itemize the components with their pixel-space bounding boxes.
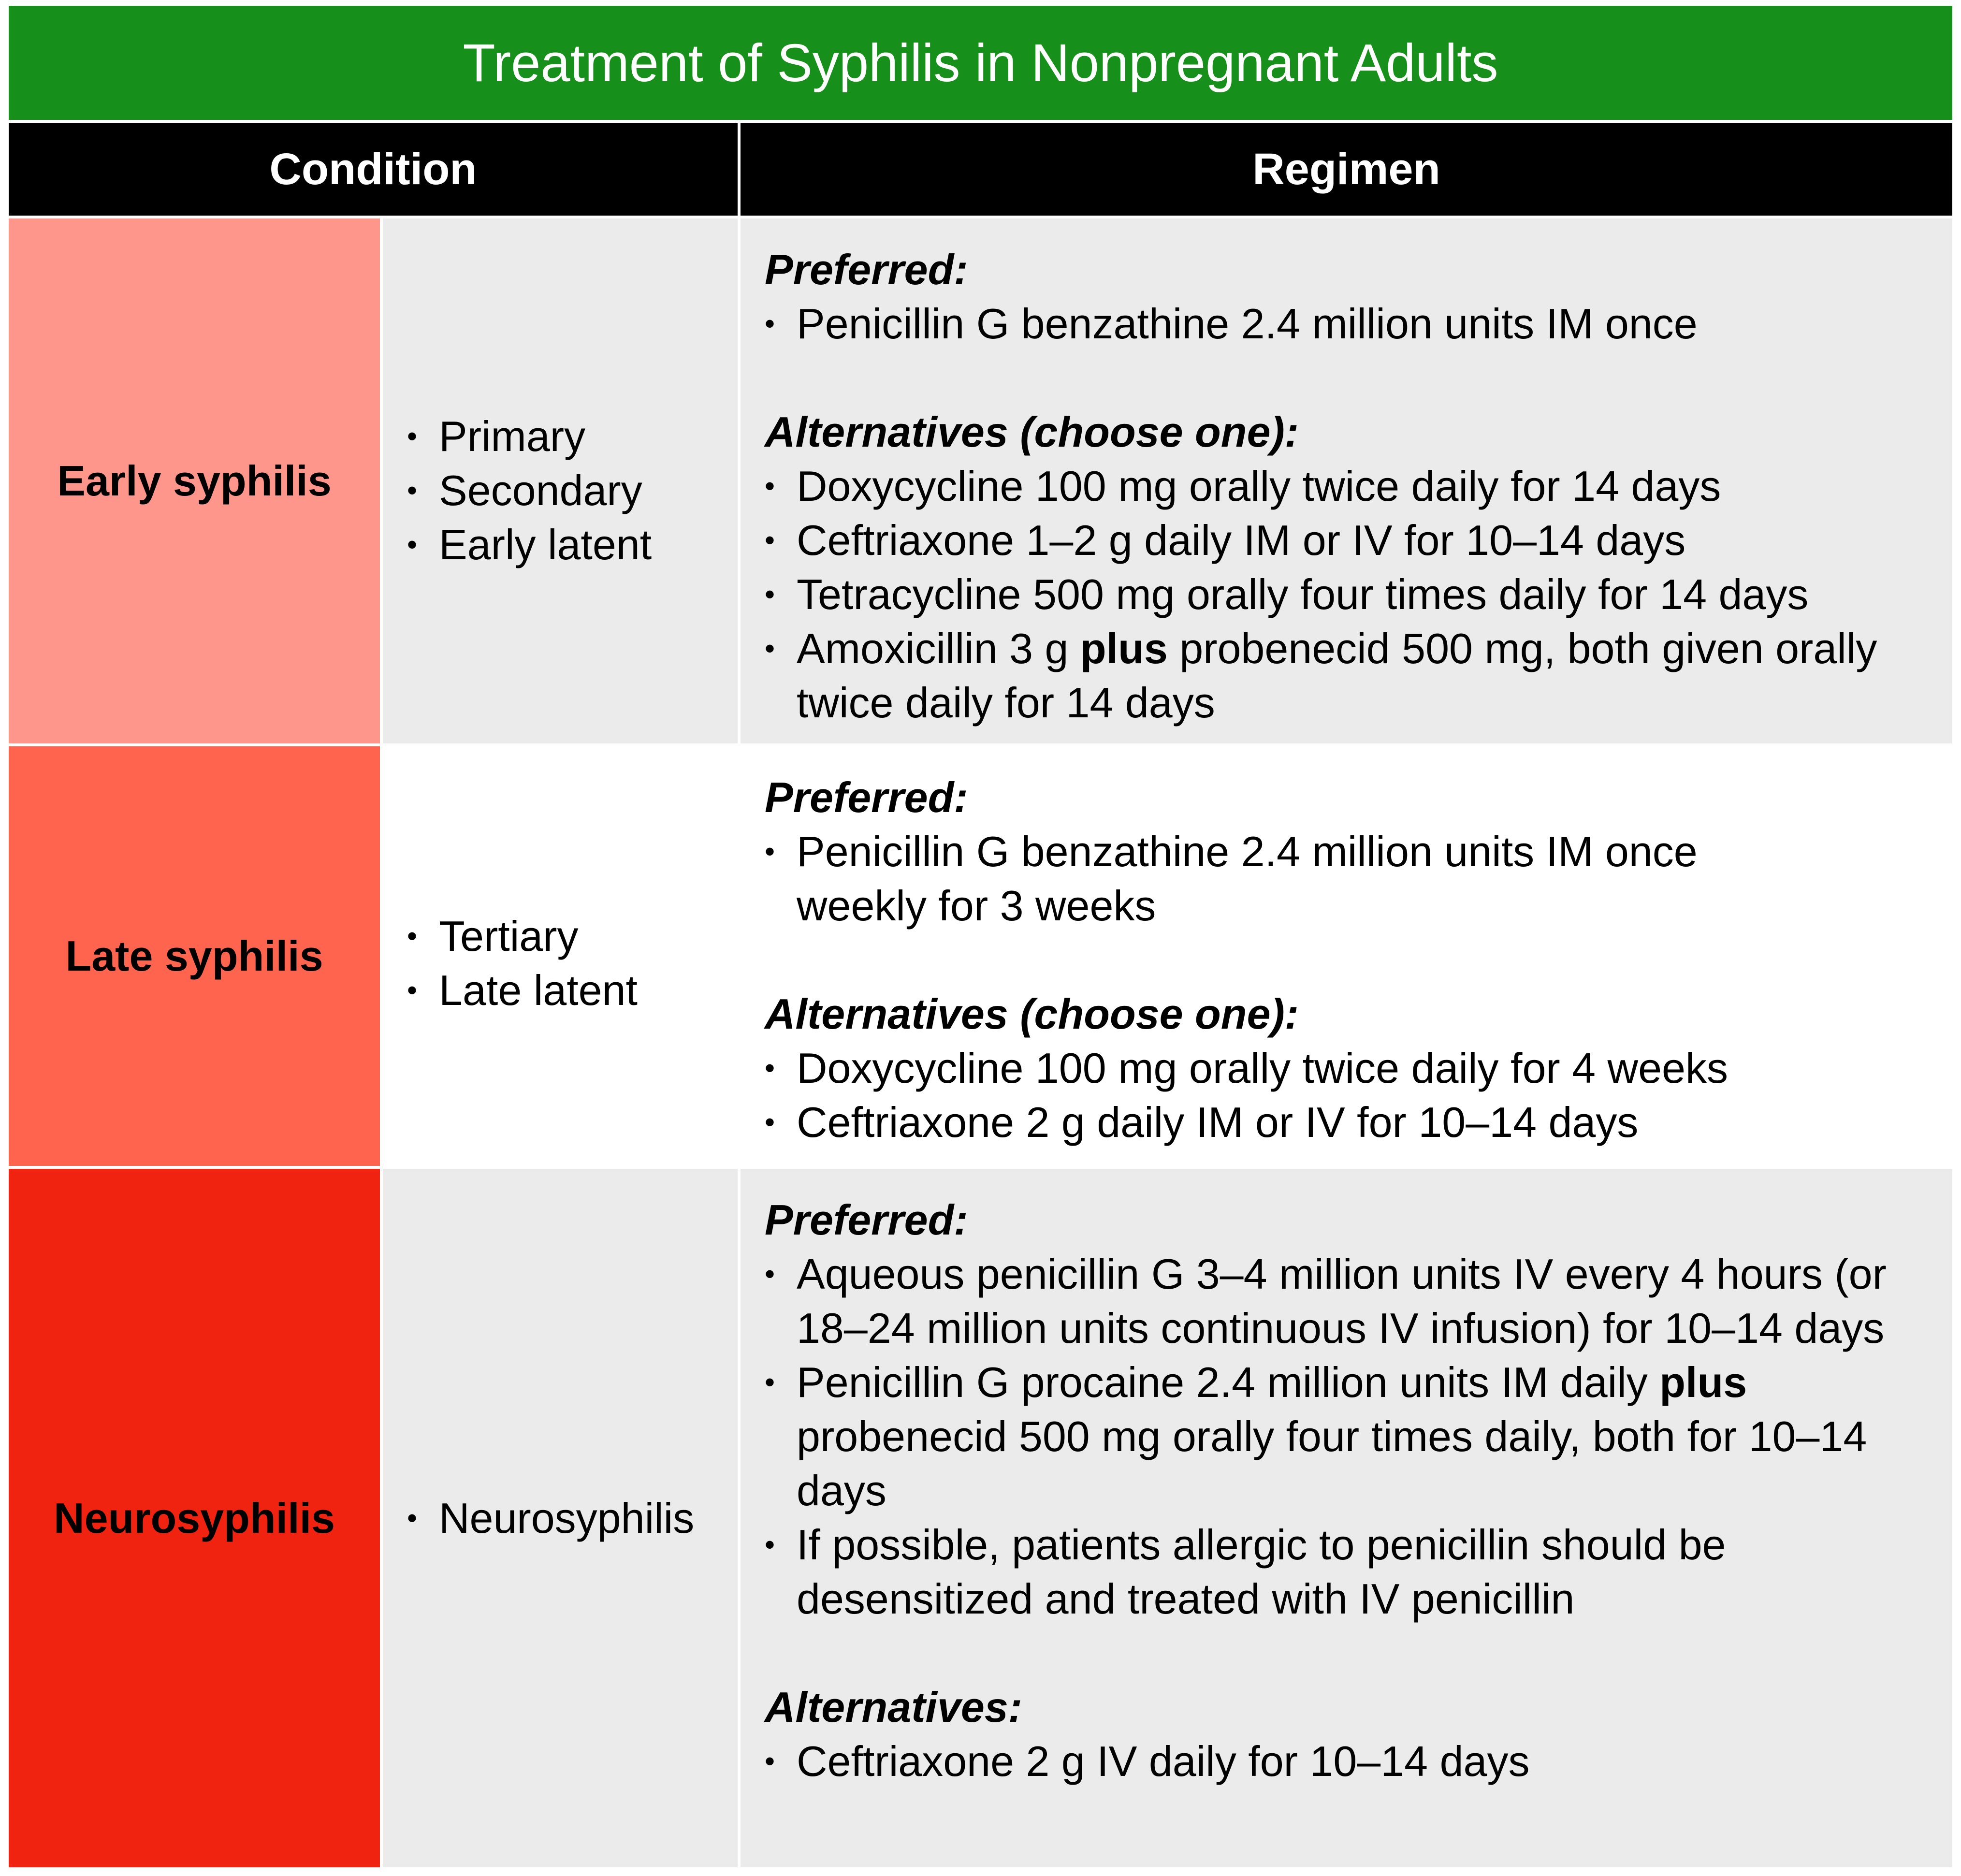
- preferred-list: Aqueous penicillin G 3–4 million units I…: [765, 1247, 1933, 1626]
- list-item: Tetracycline 500 mg orally four times da…: [765, 567, 1933, 622]
- alternatives-label: Alternatives:: [765, 1683, 1023, 1731]
- neurosyphilis-regimen: Preferred: Aqueous penicillin G 3–4 mill…: [741, 1169, 1952, 1867]
- condition-early-syphilis: Early syphilis: [9, 218, 380, 743]
- header-regimen: Regimen: [741, 123, 1952, 216]
- condition-label: Late syphilis: [65, 932, 323, 980]
- text-part: probenecid 500 mg, both given orally twi…: [797, 625, 1877, 727]
- late-syphilis-regimen: Preferred: Penicillin G benzathine 2.4 m…: [741, 746, 1952, 1166]
- table-title: Treatment of Syphilis in Nonpregnant Adu…: [9, 6, 1952, 120]
- preferred-list: Penicillin G benzathine 2.4 million unit…: [765, 297, 1933, 351]
- list-item: Ceftriaxone 1–2 g daily IM or IV for 10–…: [765, 513, 1933, 567]
- early-syphilis-types: Primary Secondary Early latent: [383, 218, 738, 743]
- preferred-label: Preferred:: [765, 773, 968, 821]
- plus-emphasis: plus: [1659, 1358, 1747, 1406]
- alternatives-label: Alternatives (choose one):: [765, 990, 1299, 1038]
- preferred-label: Preferred:: [765, 1196, 968, 1244]
- list-item: Amoxicillin 3 g plus probenecid 500 mg, …: [765, 622, 1933, 730]
- list-item: If possible, patients allergic to penici…: [765, 1518, 1933, 1626]
- condition-label: Neurosyphilis: [54, 1494, 335, 1542]
- list-item: Penicillin G benzathine 2.4 million unit…: [765, 825, 1788, 933]
- text-part: probenecid 500 mg orally four times dail…: [797, 1412, 1867, 1514]
- alternatives-list: Doxycycline 100 mg orally twice daily fo…: [765, 1041, 1933, 1149]
- text-part: Amoxicillin 3 g: [797, 625, 1080, 672]
- alternatives-label: Alternatives (choose one):: [765, 408, 1299, 456]
- list-item: Doxycycline 100 mg orally twice daily fo…: [765, 459, 1933, 513]
- preferred-list: Penicillin G benzathine 2.4 million unit…: [765, 825, 1933, 933]
- late-syphilis-types: Tertiary Late latent: [383, 746, 738, 1166]
- condition-late-syphilis: Late syphilis: [9, 746, 380, 1166]
- types-list: Neurosyphilis: [407, 1491, 694, 1545]
- list-item: Secondary: [407, 464, 652, 518]
- list-item: Penicillin G benzathine 2.4 million unit…: [765, 297, 1933, 351]
- alternatives-list: Ceftriaxone 2 g IV daily for 10–14 days: [765, 1734, 1933, 1789]
- preferred-label: Preferred:: [765, 246, 968, 293]
- plus-emphasis: plus: [1080, 625, 1168, 672]
- list-item: Ceftriaxone 2 g daily IM or IV for 10–14…: [765, 1095, 1933, 1149]
- early-syphilis-regimen: Preferred: Penicillin G benzathine 2.4 m…: [741, 218, 1952, 743]
- condition-label: Early syphilis: [57, 457, 332, 505]
- text-part: Penicillin G procaine 2.4 million units …: [797, 1358, 1660, 1406]
- list-item: Neurosyphilis: [407, 1491, 694, 1545]
- header-condition: Condition: [9, 123, 738, 216]
- list-item: Late latent: [407, 963, 638, 1018]
- list-item: Penicillin G procaine 2.4 million units …: [765, 1355, 1933, 1518]
- list-item: Aqueous penicillin G 3–4 million units I…: [765, 1247, 1933, 1355]
- alternatives-list: Doxycycline 100 mg orally twice daily fo…: [765, 459, 1933, 730]
- list-item: Tertiary: [407, 909, 638, 963]
- types-list: Primary Secondary Early latent: [407, 409, 652, 572]
- list-item: Primary: [407, 409, 652, 464]
- list-item: Early latent: [407, 518, 652, 572]
- condition-neurosyphilis: Neurosyphilis: [9, 1169, 380, 1867]
- list-item: Doxycycline 100 mg orally twice daily fo…: [765, 1041, 1933, 1095]
- types-list: Tertiary Late latent: [407, 909, 638, 1018]
- list-item: Ceftriaxone 2 g IV daily for 10–14 days: [765, 1734, 1933, 1789]
- syphilis-treatment-table: Treatment of Syphilis in Nonpregnant Adu…: [9, 6, 1952, 1870]
- neurosyphilis-types: Neurosyphilis: [383, 1169, 738, 1867]
